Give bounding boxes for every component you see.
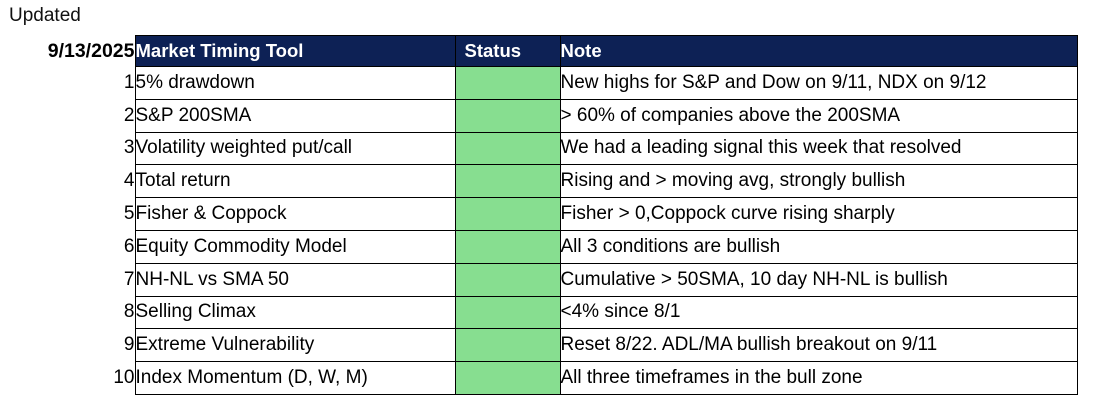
- table-row: 8 Selling Climax <4% since 8/1: [0, 295, 1078, 330]
- row-number: 8: [123, 301, 135, 323]
- table-row: 6 Equity Commodity Model All 3 condition…: [0, 229, 1078, 264]
- note-cell[interactable]: Reset 8/22. ADL/MA bullish breakout on 9…: [559, 328, 1078, 363]
- tool-cell[interactable]: Selling Climax: [134, 295, 456, 330]
- status-cell[interactable]: [454, 98, 561, 133]
- status-cell[interactable]: [454, 164, 561, 199]
- header-row: 9/13/2025 Market Timing Tool Status Note: [0, 35, 1078, 67]
- row-number: 7: [123, 268, 135, 290]
- table-row: 2 S&P 200SMA > 60% of companies above th…: [0, 98, 1078, 133]
- note-cell[interactable]: All 3 conditions are bullish: [559, 229, 1078, 264]
- tool-cell[interactable]: Total return: [134, 164, 456, 199]
- row-number: 2: [123, 104, 135, 126]
- header-status: Status: [454, 35, 561, 67]
- updated-label: Updated: [9, 5, 81, 26]
- note-cell[interactable]: Rising and > moving avg, strongly bullis…: [559, 164, 1078, 199]
- status-cell[interactable]: [454, 66, 561, 100]
- row-number: 6: [123, 235, 135, 257]
- tool-cell[interactable]: Equity Commodity Model: [134, 229, 456, 264]
- table-row: 5 Fisher & Coppock Fisher > 0,Coppock cu…: [0, 197, 1078, 231]
- tool-cell[interactable]: 5% drawdown: [134, 66, 456, 100]
- table-row: 4 Total return Rising and > moving avg, …: [0, 164, 1078, 199]
- tool-cell[interactable]: NH-NL vs SMA 50: [134, 262, 456, 297]
- updated-date: 9/13/2025: [47, 39, 135, 62]
- status-cell[interactable]: [454, 131, 561, 166]
- note-cell[interactable]: Cumulative > 50SMA, 10 day NH-NL is bull…: [559, 262, 1078, 297]
- row-number: 4: [123, 170, 135, 192]
- tool-cell[interactable]: S&P 200SMA: [134, 98, 456, 133]
- status-cell[interactable]: [454, 295, 561, 330]
- status-cell[interactable]: [454, 229, 561, 264]
- row-number: 5: [123, 203, 135, 225]
- note-cell[interactable]: Fisher > 0,Coppock curve rising sharply: [559, 197, 1078, 231]
- status-cell[interactable]: [454, 361, 561, 395]
- note-cell[interactable]: > 60% of companies above the 200SMA: [559, 98, 1078, 133]
- header-tool: Market Timing Tool: [134, 35, 456, 67]
- market-timing-table: 9/13/2025 Market Timing Tool Status Note…: [0, 35, 1078, 395]
- tool-cell[interactable]: Volatility weighted put/call: [134, 131, 456, 166]
- note-cell[interactable]: We had a leading signal this week that r…: [559, 131, 1078, 166]
- row-number: 9: [123, 334, 135, 356]
- tool-cell[interactable]: Extreme Vulnerability: [134, 328, 456, 363]
- header-note: Note: [559, 35, 1078, 67]
- table-row: 1 5% drawdown New highs for S&P and Dow …: [0, 66, 1078, 100]
- note-cell[interactable]: <4% since 8/1: [559, 295, 1078, 330]
- row-number: 10: [113, 367, 135, 389]
- row-number: 1: [123, 71, 135, 93]
- status-cell[interactable]: [454, 262, 561, 297]
- table-row: 7 NH-NL vs SMA 50 Cumulative > 50SMA, 10…: [0, 262, 1078, 297]
- table-row: 9 Extreme Vulnerability Reset 8/22. ADL/…: [0, 328, 1078, 363]
- table-row: 10 Index Momentum (D, W, M) All three ti…: [0, 361, 1078, 395]
- table-row: 3 Volatility weighted put/call We had a …: [0, 131, 1078, 166]
- status-cell[interactable]: [454, 197, 561, 231]
- status-cell[interactable]: [454, 328, 561, 363]
- row-number: 3: [123, 137, 135, 159]
- note-cell[interactable]: All three timeframes in the bull zone: [559, 361, 1078, 395]
- note-cell[interactable]: New highs for S&P and Dow on 9/11, NDX o…: [559, 66, 1078, 100]
- tool-cell[interactable]: Fisher & Coppock: [134, 197, 456, 231]
- tool-cell[interactable]: Index Momentum (D, W, M): [134, 361, 456, 395]
